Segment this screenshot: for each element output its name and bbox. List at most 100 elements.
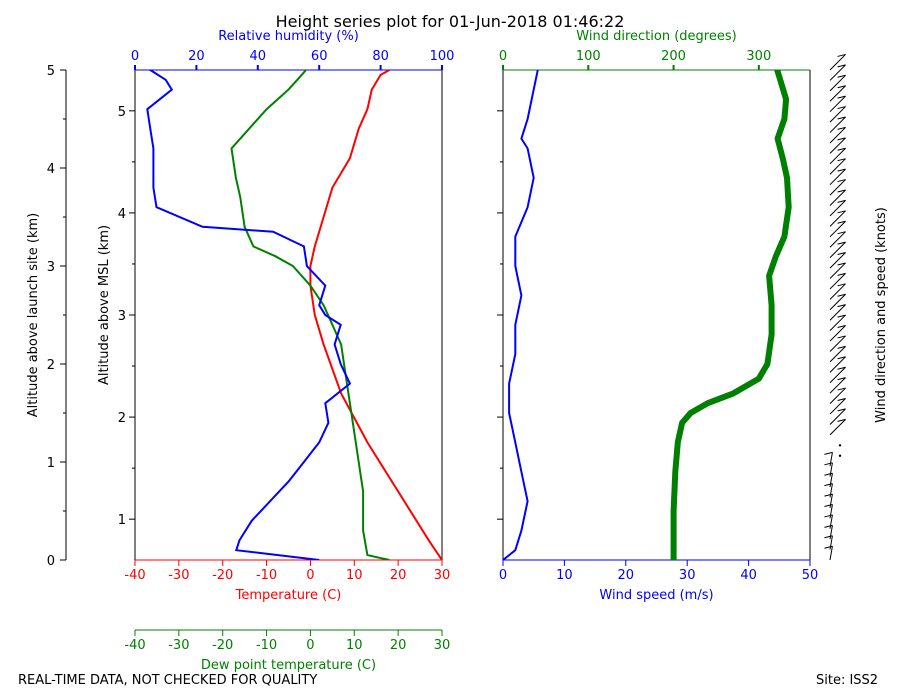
humidity-line — [146, 70, 352, 560]
humidity-tick-label: 20 — [188, 49, 205, 64]
wind-barb — [829, 262, 846, 279]
humidity-tick-label: 80 — [372, 49, 389, 64]
wind-barb — [829, 200, 846, 217]
humidity-tick-label: 60 — [311, 49, 328, 64]
wind-barb — [829, 168, 846, 186]
wind-barb — [829, 158, 846, 175]
wind-barb-feather — [837, 168, 846, 172]
wind-barb — [829, 473, 833, 488]
wind-barb — [829, 398, 846, 415]
dewpoint-tick-label: -40 — [124, 638, 145, 653]
wind-barb — [829, 273, 846, 290]
left-altitude-tick-label: 0 — [47, 554, 55, 569]
wind-barb — [829, 462, 833, 477]
wind-direction-line — [670, 70, 792, 560]
wind-barb — [829, 314, 846, 331]
wind-barb-feather — [837, 293, 846, 297]
wind-barb-feather — [837, 64, 846, 68]
wind-barb-feather — [824, 493, 833, 497]
wind-barb-feather — [837, 283, 846, 287]
msl-altitude-axis-label: Altitude above MSL (km) — [97, 225, 112, 385]
wind-barb — [829, 252, 846, 269]
wind-barb-feather — [837, 199, 846, 203]
wind-barb-feather — [837, 345, 846, 349]
temperature-tick-label: 10 — [346, 568, 363, 583]
wind-barb-feather — [837, 241, 846, 245]
temperature-tick-label: -20 — [212, 568, 233, 583]
wind-speed-line — [503, 70, 539, 560]
wind-barb — [829, 54, 846, 71]
wind-speed-tick-label: 30 — [679, 568, 696, 583]
wind-barb-feather — [837, 220, 846, 224]
wind-barb — [829, 483, 833, 498]
wind-barb-feather — [824, 462, 833, 466]
wind-barb-feather — [837, 252, 846, 256]
wind-barb — [829, 452, 833, 467]
temperature-tick-label: 20 — [390, 568, 407, 583]
footer-quality-note: REAL-TIME DATA, NOT CHECKED FOR QUALITY — [18, 673, 318, 688]
wind-barb-feather — [824, 535, 833, 539]
wind-barb-feather — [837, 366, 846, 370]
temperature-axis-label: Temperature (C) — [235, 588, 342, 603]
wind-barb-feather — [837, 85, 846, 89]
chart-title: Height series plot for 01-Jun-2018 01:46… — [275, 12, 625, 31]
wind-direction-tick-label: 300 — [746, 49, 771, 64]
wind-barb-feather — [837, 210, 846, 214]
wind-barb — [829, 304, 846, 321]
dewpoint-tick-label: -30 — [168, 638, 189, 653]
wind-barb-feather — [837, 387, 846, 391]
wind-barb — [829, 525, 833, 540]
wind-barb-feather — [837, 95, 846, 99]
wind-speed-tick-label: 20 — [618, 568, 635, 583]
wind-barb-feather — [837, 325, 846, 328]
wind-direction-tick-label: 0 — [499, 49, 507, 64]
left-altitude-tick-label: 2 — [47, 358, 55, 373]
dewpoint-tick-label: 20 — [390, 638, 407, 653]
wind-barb — [829, 514, 833, 529]
msl-altitude-tick-label: 3 — [118, 309, 126, 324]
temperature-tick-label: -30 — [168, 568, 189, 583]
wind-speed-tick-label: 50 — [802, 568, 819, 583]
wind-direction-axis-label: Wind direction (degrees) — [576, 29, 736, 44]
msl-altitude-tick-label: 1 — [118, 513, 126, 528]
wind-barb-feather — [837, 179, 846, 183]
wind-barb-feather — [837, 408, 846, 412]
wind-speed-tick-label: 10 — [556, 568, 573, 583]
wind-barb — [829, 293, 846, 311]
wind-barb — [829, 137, 846, 154]
wind-barb-feather — [837, 377, 846, 381]
wind-barb — [829, 179, 846, 196]
wind-barb — [829, 366, 846, 384]
wind-barb — [829, 106, 846, 123]
wind-barb — [829, 325, 846, 342]
left-altitude-axis-label: Altitude above launch site (km) — [26, 213, 41, 417]
wind-barb-feather — [824, 504, 833, 507]
wind-barb-feather — [837, 231, 846, 235]
humidity-axis-label: Relative humidity (%) — [218, 29, 359, 44]
wind-barb-feather — [837, 356, 846, 360]
wind-direction-tick-label: 100 — [576, 49, 601, 64]
wind-speed-axis-label: Wind speed (m/s) — [599, 588, 713, 603]
wind-barb-feather — [837, 398, 846, 401]
wind-barb-feather — [837, 335, 846, 339]
wind-barb-feather — [824, 545, 833, 549]
wind-barb — [829, 95, 846, 113]
wind-direction-tick-label: 200 — [661, 49, 686, 64]
wind-barb-feather — [837, 126, 846, 130]
wind-barb — [829, 241, 846, 259]
wind-barb-feather — [837, 53, 846, 57]
temperature-tick-label: -40 — [124, 568, 145, 583]
temperature-tick-label: 0 — [306, 568, 314, 583]
wind-barb-feather — [837, 304, 846, 308]
left-altitude-tick-label: 4 — [47, 162, 55, 177]
wind-barb — [829, 116, 846, 133]
left-altitude-tick-label: 3 — [47, 260, 55, 275]
dewpoint-tick-label: 30 — [434, 638, 451, 653]
dewpoint-line — [230, 70, 390, 560]
msl-altitude-tick-label: 5 — [118, 105, 126, 120]
wind-barb — [829, 231, 846, 248]
wind-speed-tick-label: 40 — [740, 568, 757, 583]
temperature-line — [309, 70, 442, 560]
dewpoint-tick-label: 10 — [346, 638, 363, 653]
footer-site: Site: ISS2 — [816, 673, 879, 688]
